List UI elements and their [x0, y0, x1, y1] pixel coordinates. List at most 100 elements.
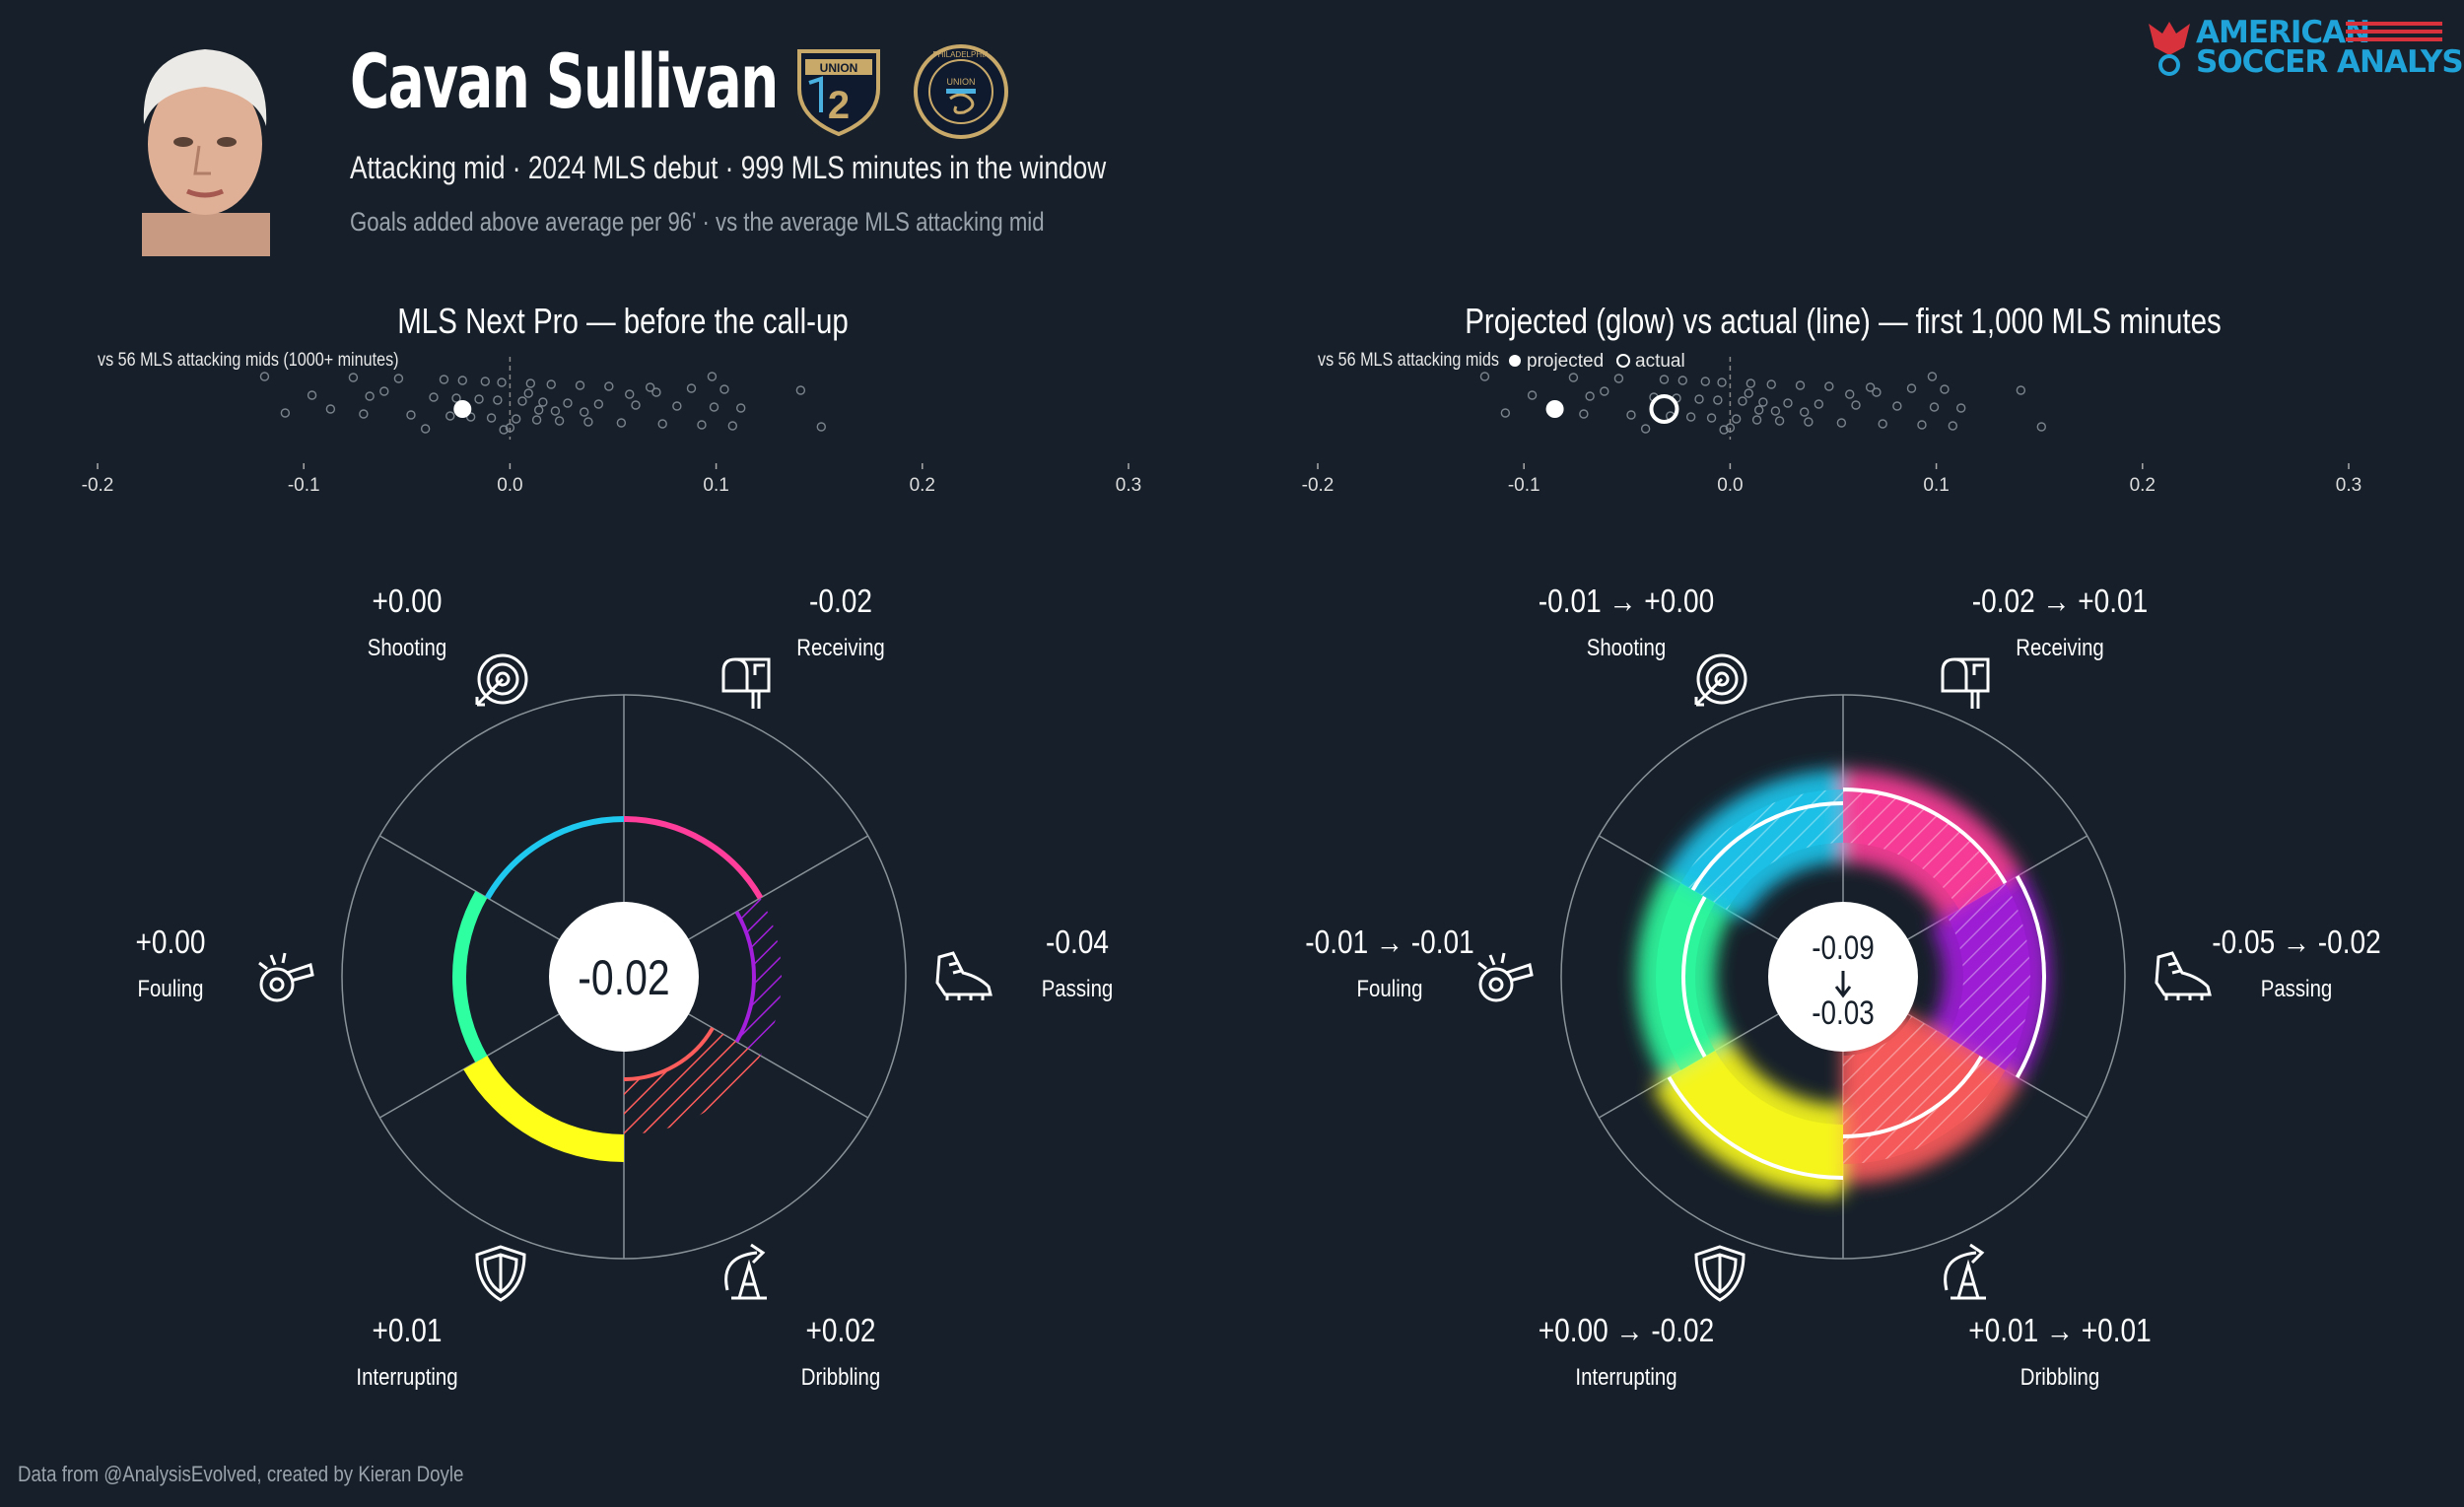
- radial-zero-arc: [484, 816, 625, 900]
- boot-icon: [935, 951, 992, 1000]
- strip-population-dot: [365, 391, 375, 401]
- strip-tick-label: 0.2: [910, 475, 935, 496]
- strip-population-dot: [379, 386, 389, 396]
- radial-bar: [452, 891, 488, 1062]
- category-value-label: +0.02: [806, 1313, 876, 1349]
- strip-population-dot: [1479, 372, 1490, 381]
- strip-population-dot: [1927, 372, 1938, 381]
- strip-tick-label: 0.2: [2130, 475, 2156, 496]
- strip-population-dot: [406, 410, 416, 420]
- radial-deficit-hatch: [624, 1028, 761, 1134]
- strip-population-dot: [631, 400, 641, 410]
- cone-icon: [724, 1243, 767, 1300]
- strip-population-dot: [523, 388, 533, 398]
- strip-population-dot: [1770, 406, 1781, 416]
- strip-actual-dot: [1649, 394, 1679, 424]
- mailbox-detail: [734, 657, 765, 709]
- strip-population-dot: [719, 384, 729, 394]
- whistle-body: [1478, 967, 1514, 1002]
- strip-population-dot: [1836, 418, 1847, 428]
- strip-population-dot: [672, 401, 682, 411]
- strip-population-dot: [1738, 396, 1747, 406]
- radial-total-projected: -0.09: [1812, 928, 1875, 966]
- player-name: Cavan Sullivan: [350, 37, 779, 125]
- strip-population-dot: [1929, 402, 1940, 412]
- strip-population-dot: [348, 373, 359, 382]
- category-name-label: Receiving: [2016, 634, 2104, 660]
- strip-population-dot: [736, 403, 746, 413]
- cone-icon: [1944, 1243, 1986, 1300]
- cone-body: [731, 1259, 767, 1300]
- shield-outer: [475, 1245, 526, 1302]
- strip-population-dot: [697, 420, 707, 430]
- strip-population-dot: [625, 389, 635, 399]
- category-value-label: -0.04: [1046, 925, 1109, 961]
- mailbox-body: [1941, 657, 1990, 693]
- strip-population-dot: [393, 374, 404, 383]
- category-name-label: Passing: [2261, 975, 2333, 1001]
- strip-population-dot: [1865, 382, 1876, 392]
- category-value-label: +0.01 → +0.01: [1968, 1313, 2152, 1349]
- strip-population-dot: [280, 408, 291, 418]
- strip-population-dot: [1774, 416, 1785, 426]
- union-2-badge-number: 2: [828, 84, 850, 127]
- strip-population-dot: [1585, 391, 1595, 401]
- whistle-mouth: [258, 952, 314, 983]
- strip-tick-label: 0.0: [497, 475, 522, 496]
- asa-eagle-icon: [2149, 22, 2190, 76]
- brand-line1: AMERICAN: [2196, 15, 2370, 50]
- target-icon: [1694, 653, 1747, 707]
- radial-projected-hatch: [1947, 883, 2030, 1070]
- category-value-label: +0.00: [373, 583, 443, 620]
- boot-studs: [2164, 961, 2204, 1000]
- strip-projected-dot: [1545, 400, 1564, 418]
- strip-population-dot: [325, 404, 336, 414]
- radial-projected-hatch: [1843, 789, 2006, 910]
- strip-chart-next-pro: MLS Next Pro — before the call-up vs 56 M…: [82, 301, 1142, 496]
- strip-population-dot: [2016, 385, 2026, 395]
- strip-population-dot: [359, 409, 369, 419]
- strip-population-dot: [1917, 420, 1927, 430]
- strip-population-dot: [554, 416, 565, 426]
- boot-studs: [945, 961, 985, 1000]
- radial-projected-fill: [1656, 883, 1716, 1070]
- strip-population-dot: [645, 382, 655, 392]
- strip-population-dot: [707, 372, 718, 381]
- strip-population-dot: [1640, 424, 1651, 434]
- radial-deficit-hatch: [736, 898, 782, 1056]
- strip-population-dot: [1795, 380, 1806, 390]
- philadelphia-badge-word: UNION: [947, 77, 976, 87]
- strip-player-dot: [453, 400, 472, 418]
- strip-population-dot: [1626, 410, 1636, 420]
- strip-population-dot: [1700, 377, 1710, 386]
- target-ring: [477, 653, 528, 705]
- strip-population-dot: [517, 396, 527, 406]
- strip-population-dot: [816, 422, 826, 432]
- strip-population-dot: [531, 415, 542, 425]
- strip-note: vs 56 MLS attacking mids: [1318, 349, 1499, 371]
- strip-population-dot: [445, 411, 455, 421]
- category-value-label: -0.01 → -0.01: [1305, 925, 1473, 961]
- strip-tick-label: -0.2: [82, 475, 114, 496]
- strip-title: MLS Next Pro — before the call-up: [397, 301, 849, 340]
- strip-population-dot: [1717, 377, 1727, 387]
- strip-population-dot: [1527, 390, 1538, 400]
- target-arrow: [1694, 677, 1724, 707]
- radial-zero-arc: [623, 816, 764, 900]
- mailbox-detail: [1953, 657, 1984, 709]
- mailbox-icon: [1941, 657, 1990, 709]
- whistle-hole: [1488, 977, 1504, 993]
- brand-line2: SOCCER ANALYSIS: [2196, 44, 2464, 80]
- category-name-label: Receiving: [796, 634, 885, 660]
- strip-population-dot: [465, 412, 476, 422]
- radial-actual-line: [1680, 896, 1707, 1058]
- strip-population-dot: [2036, 422, 2046, 432]
- footer-credit: Data from @AnalysisEvolved, created by K…: [18, 1462, 464, 1486]
- player-subtitle: Attacking mid · 2024 MLS debut · 999 MLS…: [350, 150, 1107, 185]
- whistle-body: [259, 967, 295, 1002]
- strip-chart-projected-vs-actual: Projected (glow) vs actual (line) — firs…: [1302, 301, 2362, 496]
- strip-population-dot: [1751, 415, 1762, 425]
- strip-tick-label: 0.0: [1717, 475, 1743, 496]
- radial-actual-line: [2015, 875, 2046, 1078]
